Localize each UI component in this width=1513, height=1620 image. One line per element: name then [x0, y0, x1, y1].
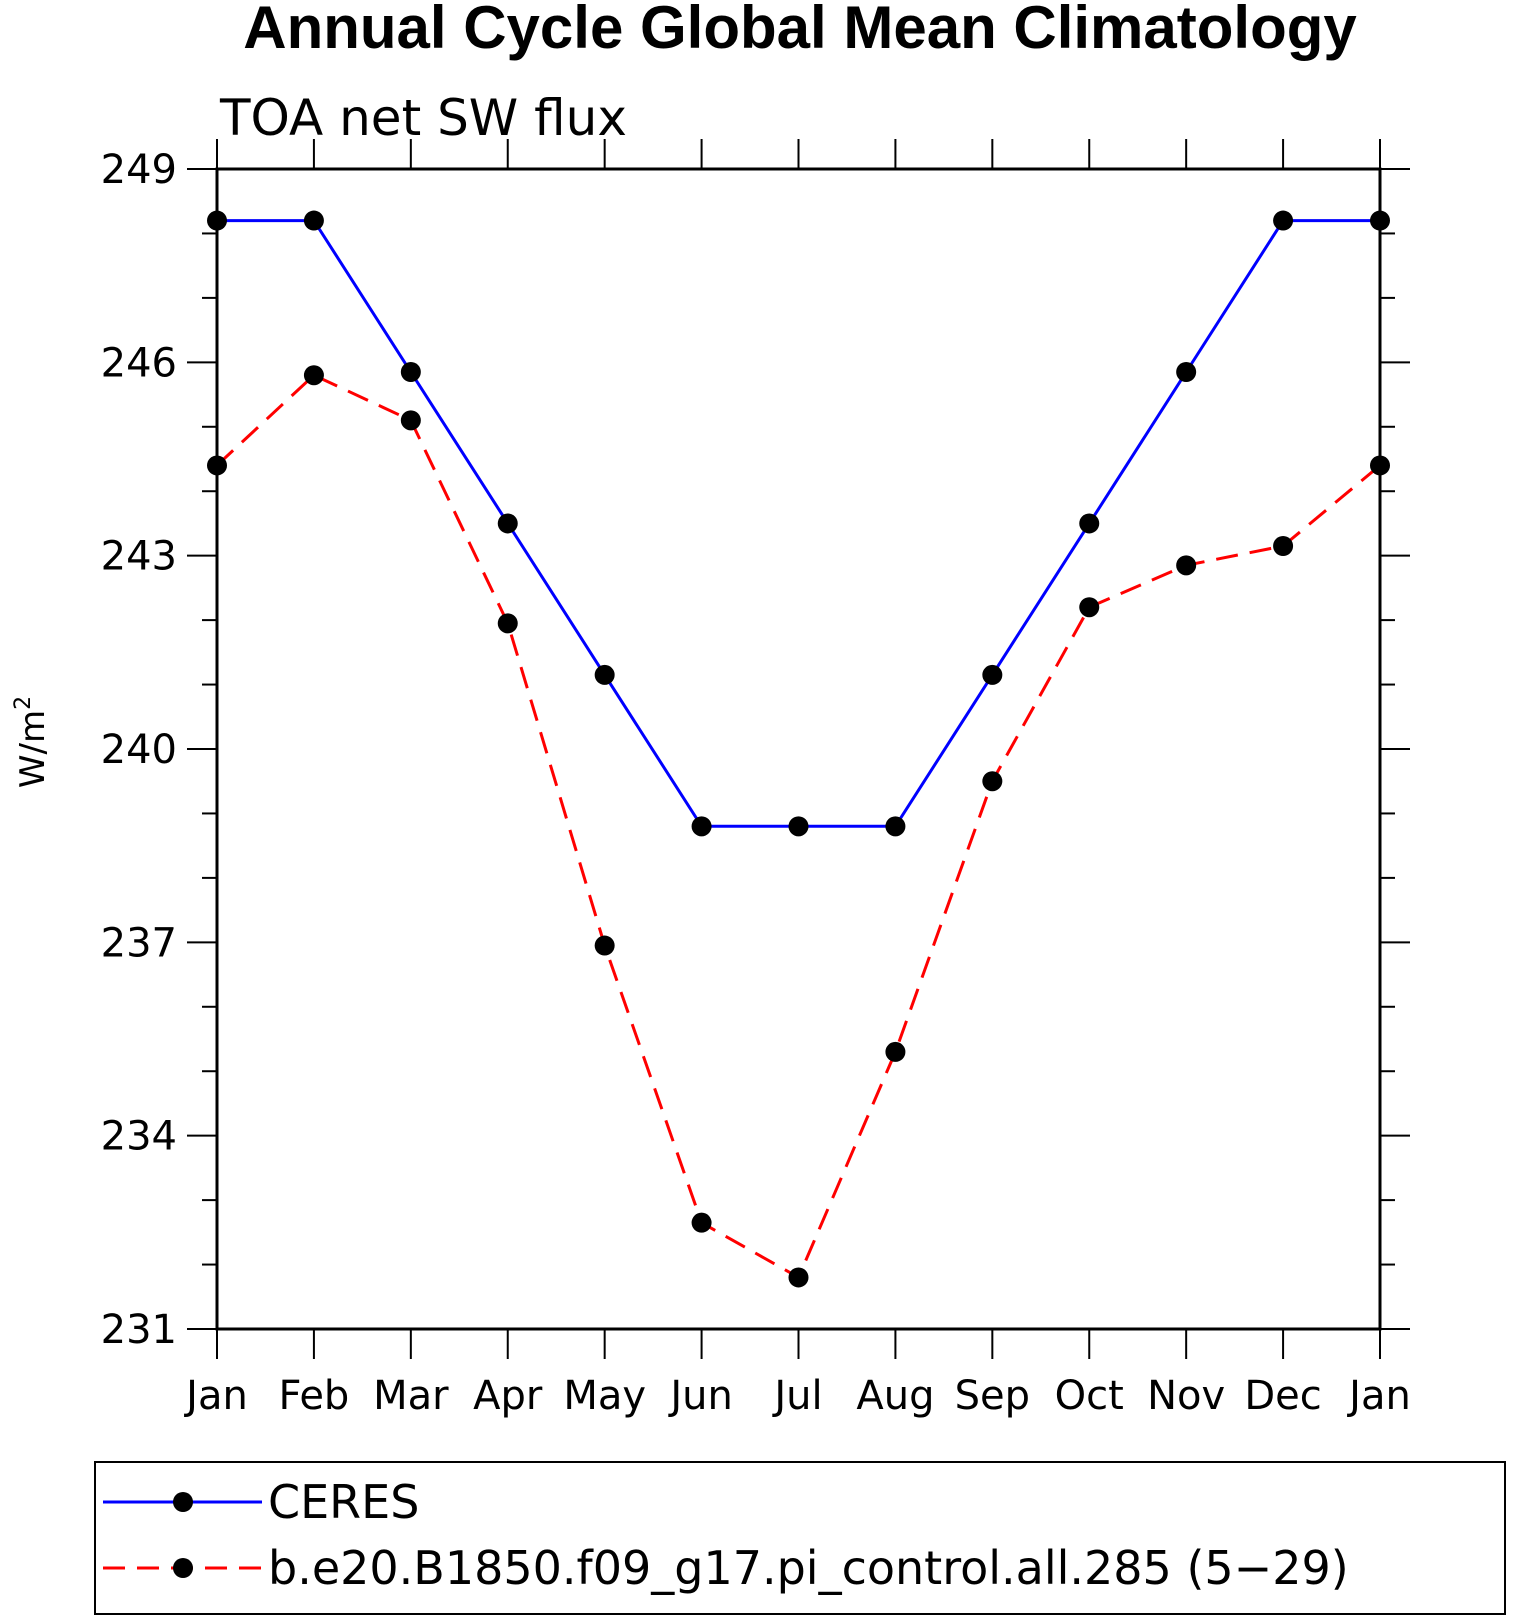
- chart-title: Annual Cycle Global Mean Climatology: [243, 0, 1357, 61]
- data-point: [691, 816, 712, 837]
- legend-box: [94, 1461, 1506, 1615]
- data-point: [982, 771, 1003, 792]
- data-point: [885, 816, 906, 837]
- legend-label: CERES: [268, 1475, 419, 1529]
- y-axis-label-superscript: 2: [11, 696, 36, 710]
- data-point: [303, 365, 324, 386]
- y-tick-label: 240: [101, 727, 177, 773]
- y-tick-label: 237: [101, 920, 177, 966]
- data-point: [982, 664, 1003, 685]
- data-point: [594, 664, 615, 685]
- y-tick-label: 246: [101, 340, 177, 386]
- data-point: [1370, 210, 1390, 231]
- x-tick-label: Sep: [955, 1373, 1030, 1419]
- series-line-1: [217, 219, 1380, 828]
- data-point: [1176, 555, 1197, 576]
- data-point: [594, 935, 615, 956]
- legend-label: b.e20.B1850.f09_g17.pi_control.all.285 (…: [268, 1541, 1349, 1595]
- svg-text:W/m2: W/m2: [11, 696, 53, 788]
- y-tick-label: 249: [101, 147, 177, 193]
- x-tick-label: Oct: [1055, 1373, 1124, 1419]
- y-tick-label: 243: [101, 534, 177, 580]
- data-point: [303, 210, 324, 231]
- legend-swatch-marker: [173, 1558, 193, 1578]
- chart-subtitle: TOA net SW flux: [219, 89, 627, 147]
- data-point: [1273, 210, 1294, 231]
- legend: CERES b.e20.B1850.f09_g17.pi_control.all.…: [103, 1475, 1349, 1595]
- legend-swatch-marker: [173, 1492, 193, 1512]
- x-tick-label: Jun: [667, 1373, 733, 1419]
- x-tick-label: Apr: [473, 1373, 543, 1419]
- x-tick-label: Jan: [1346, 1373, 1411, 1419]
- data-point: [788, 816, 809, 837]
- data-point: [497, 513, 518, 534]
- x-tick-label: Dec: [1244, 1373, 1321, 1419]
- y-axis-label: W/m2: [11, 696, 53, 788]
- data-point: [1176, 362, 1197, 382]
- data-point: [788, 1267, 809, 1288]
- x-tick-label: Mar: [373, 1373, 449, 1419]
- data-point: [207, 455, 227, 476]
- data-point: [1273, 536, 1294, 556]
- y-tick-label: 234: [101, 1114, 177, 1160]
- data-point: [1079, 597, 1100, 618]
- series-lines: [215, 219, 1381, 1280]
- data-point: [497, 613, 518, 634]
- axis-ticks: [187, 139, 1410, 1359]
- data-point: [400, 362, 421, 382]
- y-tick-label: 231: [101, 1307, 177, 1353]
- x-tick-label: Jul: [771, 1373, 822, 1419]
- x-tick-labels: Jan Feb Mar Apr May Jun Jul Aug Sep Oct Nov Dec Jan: [183, 1373, 1411, 1419]
- data-point: [400, 410, 421, 431]
- x-tick-label: Feb: [279, 1373, 350, 1419]
- data-point: [691, 1212, 712, 1233]
- x-tick-label: Aug: [856, 1373, 934, 1419]
- y-tick-labels: 231 234 237 240 243 246 249: [101, 147, 177, 1353]
- series-points: [207, 210, 1390, 1288]
- x-tick-label: May: [563, 1373, 646, 1419]
- data-point: [207, 210, 227, 231]
- y-axis-label-text: W/m: [13, 710, 53, 788]
- x-tick-label: Jan: [183, 1373, 248, 1419]
- data-point: [1079, 513, 1100, 534]
- x-tick-label: Nov: [1147, 1373, 1225, 1419]
- data-point: [885, 1041, 906, 1062]
- data-point: [1370, 455, 1390, 476]
